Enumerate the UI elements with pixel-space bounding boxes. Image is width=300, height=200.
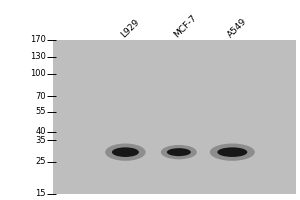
Text: L929: L929 <box>119 17 141 39</box>
Ellipse shape <box>105 144 146 161</box>
Text: 25: 25 <box>35 157 46 166</box>
Text: 100: 100 <box>30 69 46 78</box>
Text: 15: 15 <box>35 189 46 198</box>
Bar <box>52 40 296 194</box>
Text: 70: 70 <box>35 92 46 101</box>
Text: MCF-7: MCF-7 <box>172 13 199 39</box>
Ellipse shape <box>210 144 255 161</box>
Ellipse shape <box>167 148 191 156</box>
Text: 35: 35 <box>35 136 46 145</box>
Ellipse shape <box>161 145 197 159</box>
Text: 40: 40 <box>35 127 46 136</box>
Ellipse shape <box>217 147 247 157</box>
Ellipse shape <box>112 147 139 157</box>
Text: A549: A549 <box>226 16 249 39</box>
Text: 130: 130 <box>30 52 46 61</box>
Text: 55: 55 <box>35 107 46 116</box>
Text: 170: 170 <box>30 35 46 44</box>
